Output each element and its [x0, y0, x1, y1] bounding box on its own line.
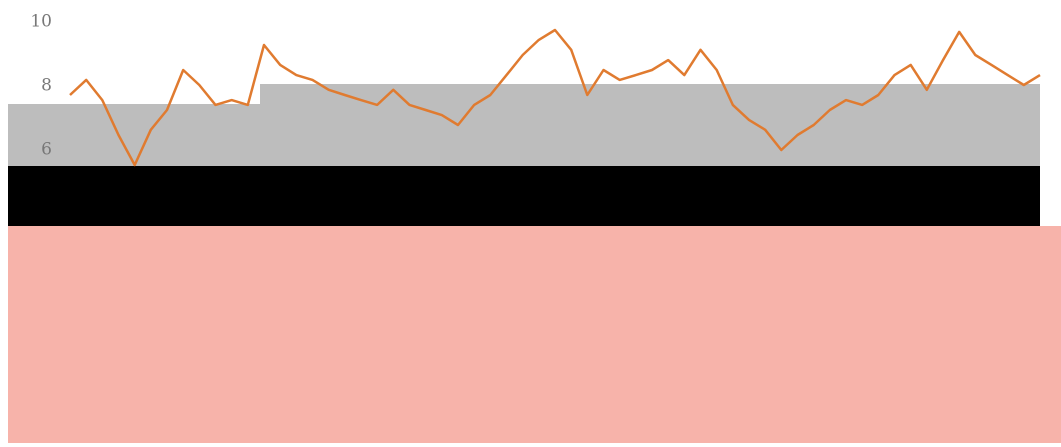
line-series	[69, 28, 1041, 167]
y-tick-label: 10	[30, 12, 52, 32]
y-tick-label: 6	[41, 140, 52, 160]
band	[260, 84, 1040, 104]
band	[8, 166, 1040, 226]
y-tick-label: 8	[41, 76, 52, 96]
band	[8, 104, 1040, 166]
band	[8, 226, 1061, 443]
